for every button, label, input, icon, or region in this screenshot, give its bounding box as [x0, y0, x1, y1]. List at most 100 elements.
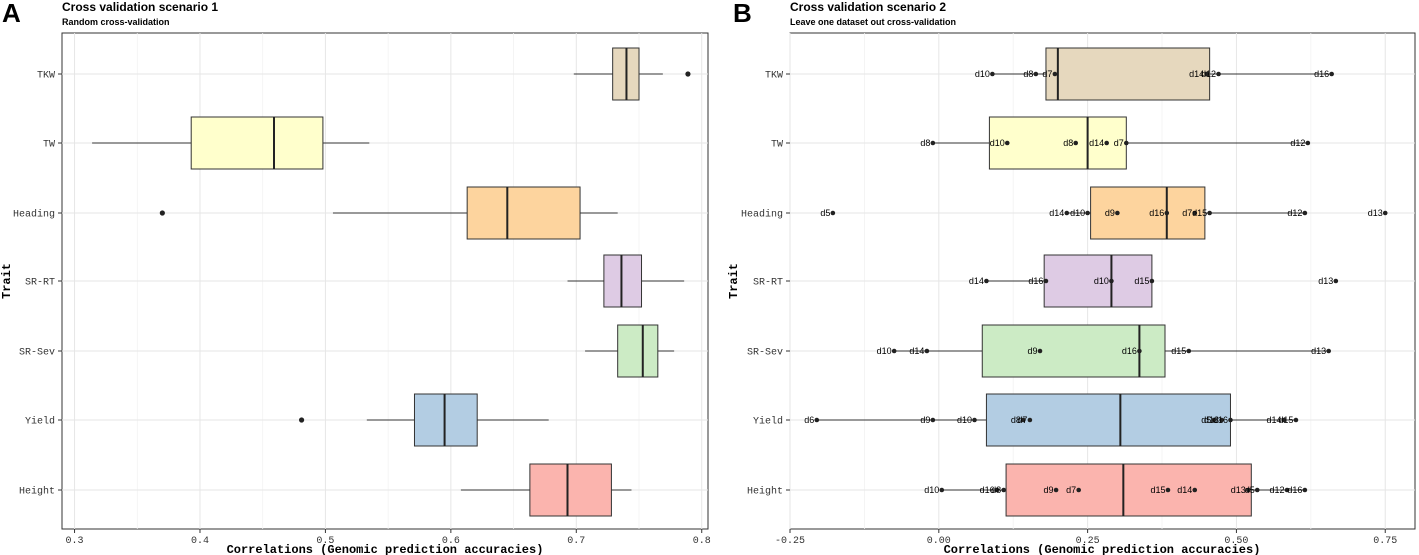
data-point-label: d16 [1149, 208, 1164, 218]
data-point-label: d8 [1011, 415, 1021, 425]
y-tick-label: Yield [25, 416, 55, 428]
data-point [1104, 140, 1109, 146]
data-point [1204, 71, 1209, 77]
data-point [1333, 278, 1339, 284]
y-tick-label: Yield [753, 416, 783, 428]
x-tick-label: 0.5 [316, 536, 334, 547]
data-point-label: d13 [1311, 346, 1326, 356]
y-tick-label: Height [19, 486, 55, 498]
data-point [1192, 487, 1198, 493]
data-point-label: d16 [1213, 415, 1228, 425]
data-point [1254, 487, 1260, 493]
y-tick-label: SR-RT [25, 278, 55, 289]
data-point [814, 417, 820, 423]
data-point [1037, 348, 1043, 354]
y-tick-label: SR-RT [753, 278, 783, 289]
data-point-label: d14 [1049, 208, 1064, 218]
box-height [529, 463, 612, 517]
box-heading [1090, 186, 1206, 240]
panel-b-title: Cross validation scenario 2 [790, 0, 946, 14]
y-tick-label: TKW [765, 71, 783, 82]
data-point-label: d10 [1094, 276, 1109, 286]
data-point [1192, 210, 1198, 216]
data-point [1001, 487, 1006, 493]
panel-a-y-axis-title: Trait [0, 263, 14, 299]
box-tw [988, 116, 1127, 170]
y-tick-label: Height [747, 486, 783, 498]
data-point-label: d7 [1114, 138, 1124, 148]
data-point-label: d5 [1201, 415, 1211, 425]
panel-b-x-tick-labels: -0.25 0.00 0.25 0.50 0.75 [775, 536, 1397, 547]
data-point [1109, 278, 1114, 284]
data-point [1073, 140, 1079, 146]
data-point-label: d10 [957, 415, 972, 425]
x-tick-label: 0.3 [66, 536, 84, 547]
box-sr-rt [603, 254, 643, 308]
data-point-label: d16 [1028, 276, 1043, 286]
data-point [1211, 417, 1217, 423]
data-point-label: d10 [877, 346, 892, 356]
data-point [1246, 487, 1251, 493]
box-sr-sev [981, 324, 1166, 378]
data-point [1186, 348, 1192, 354]
data-point [930, 140, 936, 146]
data-point [1382, 210, 1388, 216]
panel-b-y-axis-title: Trait [727, 263, 741, 299]
data-point-label: d8 [920, 138, 930, 148]
data-point [1085, 210, 1090, 216]
data-point [1329, 71, 1334, 77]
data-point-label: d12 [1269, 485, 1284, 495]
data-point [1293, 417, 1299, 423]
data-point-label: d12 [1290, 138, 1305, 148]
data-point-label: d9 [920, 415, 930, 425]
data-point-label: d10 [1070, 208, 1085, 218]
x-tick-label: 0.8 [693, 536, 711, 547]
panel-a-boxes [92, 47, 691, 517]
data-point [939, 487, 945, 493]
data-point-label: d7 [1182, 208, 1192, 218]
panel-b-y-tick-labels: TKW TW Heading SR-RT SR-Sev Yield Height [741, 71, 783, 498]
y-tick-label: Heading [741, 209, 783, 221]
data-point [1137, 348, 1142, 354]
panel-b: B Cross validation scenario 2 Leave one … [727, 0, 1416, 555]
data-point-label: d7 [1017, 415, 1027, 425]
box-yield [985, 393, 1231, 447]
data-point [1216, 71, 1221, 77]
data-point [1064, 210, 1070, 216]
y-tick-label: TW [771, 140, 783, 151]
data-point-label: d9 [1027, 346, 1037, 356]
box-yield [413, 393, 478, 447]
data-point [1281, 417, 1287, 423]
data-point-label: d9 [1105, 208, 1115, 218]
x-tick-label: 0.00 [927, 536, 951, 547]
box-heading [466, 186, 581, 240]
data-point [1228, 417, 1233, 423]
data-point-label: d15 [1134, 276, 1149, 286]
y-tick-label: SR-Sev [19, 348, 55, 359]
data-point-label: d8 [1023, 69, 1033, 79]
data-point [1207, 210, 1212, 216]
data-point [1043, 278, 1049, 284]
data-point [990, 71, 995, 77]
data-point-label: d15 [1150, 485, 1165, 495]
data-point [1033, 71, 1039, 77]
panel-b-subtitle: Leave one dataset out cross-validation [790, 17, 956, 27]
data-point-label: d12 [1287, 208, 1302, 218]
data-point-label: d15 [1171, 346, 1186, 356]
data-point [1076, 487, 1081, 493]
x-tick-label: 0.50 [1224, 536, 1248, 547]
panel-b-x-axis-title: Correlations (Genomic prediction accurac… [944, 543, 1261, 555]
data-point-label: d7 [1042, 69, 1052, 79]
data-point [994, 487, 1000, 493]
data-point-label: d16 [980, 485, 995, 495]
data-point-label: d16 [1314, 69, 1329, 79]
data-point [1027, 417, 1033, 423]
data-point [1302, 210, 1308, 216]
data-point [891, 348, 897, 354]
box-sr-sev [617, 324, 659, 378]
data-point [924, 348, 930, 354]
outlier-point [298, 417, 305, 423]
data-point [1053, 487, 1059, 493]
